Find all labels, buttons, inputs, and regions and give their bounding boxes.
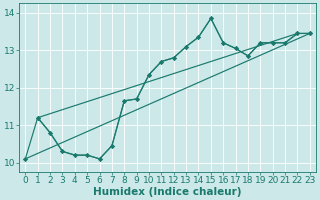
X-axis label: Humidex (Indice chaleur): Humidex (Indice chaleur) — [93, 187, 242, 197]
